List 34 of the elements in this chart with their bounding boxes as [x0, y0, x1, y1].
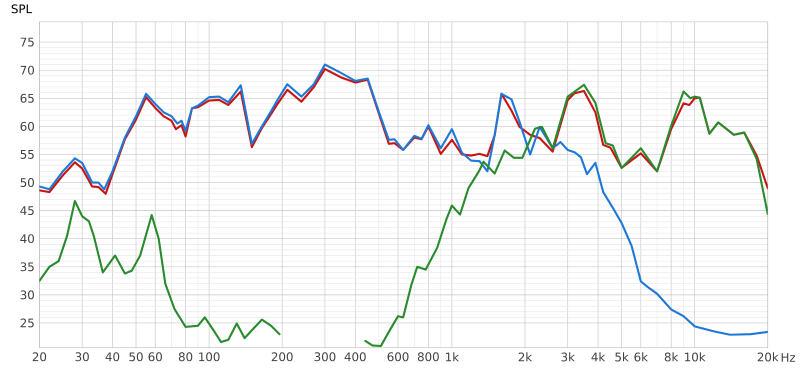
x-tick-label: 30	[76, 352, 89, 362]
x-tick-label: 10k	[685, 352, 706, 362]
y-tick-label: 25	[20, 318, 34, 328]
x-tick-label: 50	[129, 352, 143, 362]
x-axis-title: Hz	[782, 352, 796, 362]
x-tick-label: 800	[418, 352, 439, 362]
x-tick-label: 2k	[518, 352, 532, 362]
x-tick-label: 100	[199, 352, 220, 362]
x-tick-label: 20k	[758, 352, 779, 362]
y-tick-label: 55	[20, 150, 34, 159]
x-tick-label: 60	[148, 352, 162, 362]
x-tick-label: 1k	[446, 352, 460, 362]
y-tick-label: 65	[20, 94, 34, 103]
y-tick-label: 45	[20, 206, 34, 215]
y-tick-label: 35	[20, 262, 34, 272]
y-tick-label: 60	[20, 122, 34, 131]
x-tick-label: 8k	[664, 352, 678, 362]
x-tick-label: 80	[178, 352, 192, 362]
y-tick-label: 75	[20, 38, 34, 46]
y-tick-label: 40	[20, 234, 34, 244]
x-tick-label: 4k	[591, 352, 606, 362]
x-tick-label: 20	[32, 352, 46, 362]
x-tick-label: 200	[272, 352, 293, 362]
x-tick-label: 6k	[634, 352, 648, 362]
y-tick-label: 30	[20, 290, 34, 300]
x-tick-label: 600	[388, 352, 409, 362]
x-tick-label: 400	[344, 352, 366, 362]
x-tick-label: 40	[106, 352, 120, 362]
x-tick-label: 3k	[561, 352, 575, 362]
y-axis-title: SPL	[12, 4, 32, 14]
y-tick-label: 50	[20, 178, 34, 187]
y-tick-label: 70	[20, 66, 34, 75]
x-tick-label: 5k	[615, 352, 629, 362]
x-tick-label: 300	[314, 352, 336, 362]
